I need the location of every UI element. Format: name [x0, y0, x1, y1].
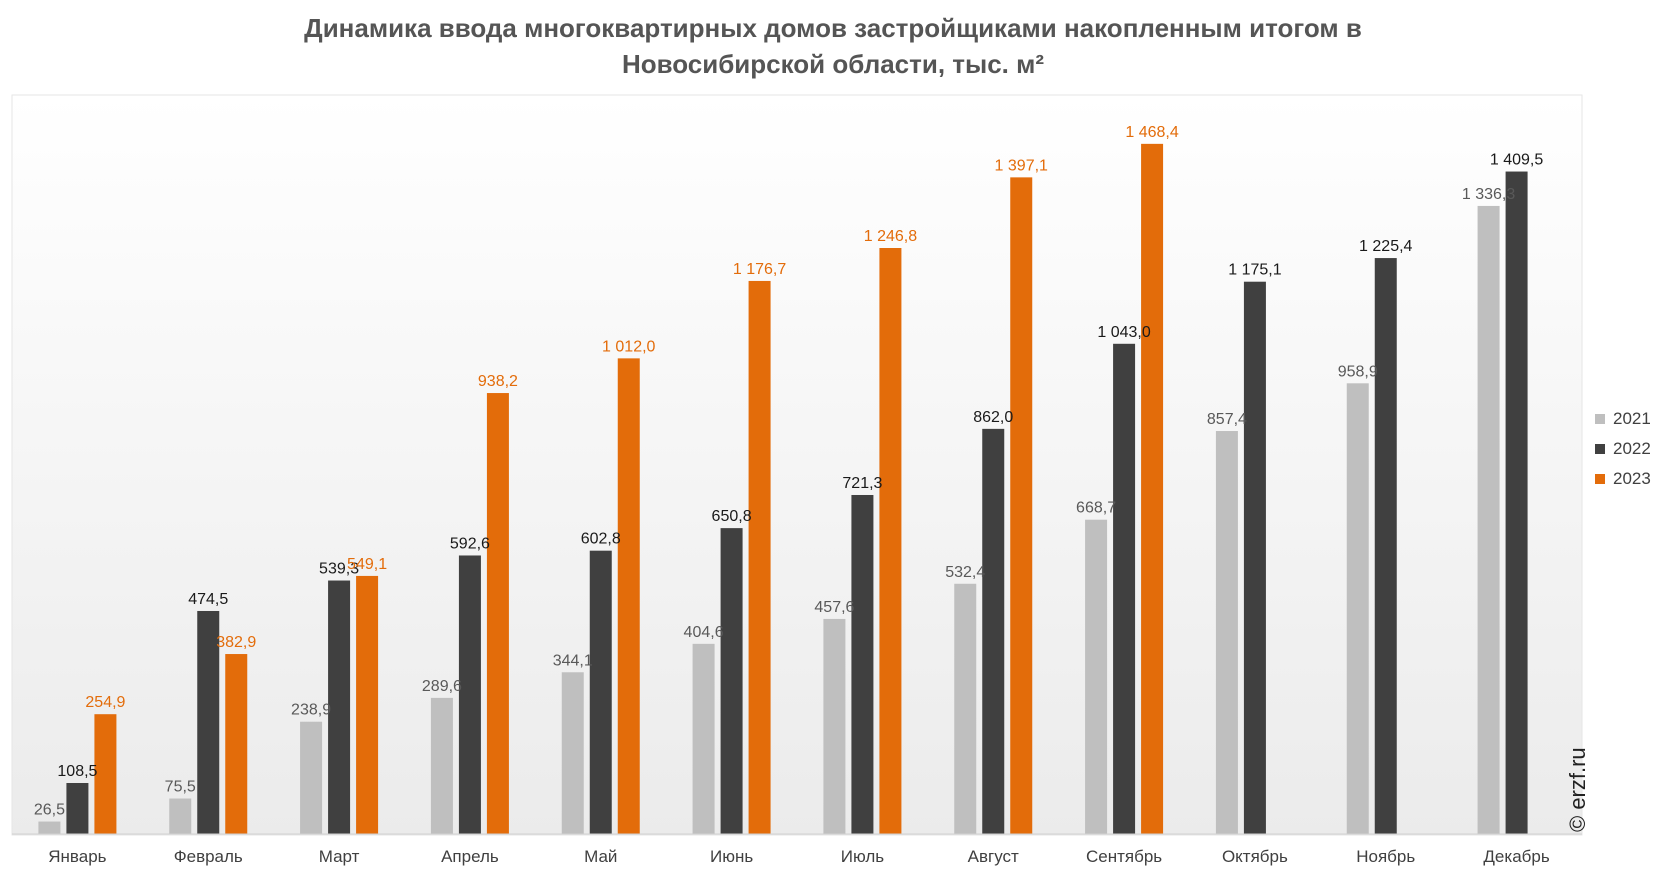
bar-2023-7	[879, 248, 902, 834]
bar-2023-1	[94, 714, 117, 834]
legend-label-2022: 2022	[1613, 439, 1651, 458]
data-label-2021-9: 668,7	[1076, 500, 1116, 517]
bar-2023-8	[1010, 177, 1033, 834]
bar-2021-7	[823, 618, 846, 834]
bar-2021-10	[1215, 431, 1238, 834]
x-tick-label: Ноябрь	[1356, 847, 1415, 866]
data-label-2021-5: 344,1	[553, 652, 593, 669]
data-label-2022-7: 721,3	[842, 475, 882, 492]
chart-title-line-2: Новосибирской области, тыс. м²	[621, 49, 1045, 79]
legend-swatch-2023	[1595, 474, 1605, 484]
data-label-2022-12: 1 409,5	[1490, 152, 1543, 169]
plot-area	[11, 94, 1583, 836]
bar-2021-9	[1085, 519, 1108, 834]
legend: 2021 2022 2023	[1595, 409, 1651, 488]
bar-2022-10	[1243, 281, 1266, 834]
bars-layer	[38, 143, 1528, 835]
chart-title-line-1: Динамика ввода многоквартирных домов зас…	[304, 13, 1362, 43]
bar-2023-2	[225, 654, 248, 834]
x-tick-label: Март	[319, 847, 360, 866]
data-label-2022-8: 862,0	[973, 409, 1013, 426]
data-label-2023-1: 254,9	[85, 694, 125, 711]
bar-2022-6	[720, 528, 743, 834]
bar-2021-11	[1346, 383, 1369, 834]
x-tick-label: Июнь	[710, 847, 753, 866]
data-label-2023-8: 1 397,1	[995, 157, 1048, 174]
chart-title: Динамика ввода многоквартирных домов зас…	[0, 10, 1666, 82]
data-label-2021-6: 404,6	[684, 624, 724, 641]
bar-2021-12	[1477, 205, 1500, 835]
data-label-2023-5: 1 012,0	[602, 338, 655, 355]
data-label-2023-7: 1 246,8	[864, 228, 917, 245]
watermark: © erzf.ru	[1565, 747, 1590, 832]
bar-2022-12	[1505, 171, 1528, 834]
x-tick-label: Январь	[48, 847, 106, 866]
x-tick-label: Июль	[841, 847, 885, 866]
legend-label-2023: 2023	[1613, 469, 1651, 488]
x-tick-label: Апрель	[441, 847, 499, 866]
data-label-2021-1: 26,5	[34, 802, 65, 819]
x-axis: Январь Февраль Март Апрель Май Июнь Июль Август…	[12, 833, 1582, 866]
bar-2022-3	[328, 580, 351, 834]
data-labels-layer: 26,5 108,5 254,9 75,5 474,5 382,9 238,9 539,354…	[34, 124, 1544, 819]
data-label-2022-1: 108,5	[57, 763, 97, 780]
bar-2022-9	[1113, 343, 1136, 834]
bar-2022-8	[982, 428, 1005, 834]
legend-swatch-2021	[1595, 414, 1605, 424]
data-label-2021-12: 1 336,3	[1462, 186, 1515, 203]
bar-2023-6	[748, 280, 771, 834]
data-label-2023-9: 1 468,4	[1125, 124, 1178, 141]
data-label-2022-10: 1 175,1	[1228, 262, 1281, 279]
data-label-2022-6: 650,8	[712, 508, 752, 525]
x-tick-label: Май	[584, 847, 617, 866]
data-label-2021-3: 238,9	[291, 702, 331, 719]
data-label-2022-4: 592,6	[450, 535, 490, 552]
legend-swatch-2022	[1595, 444, 1605, 454]
data-label-2023-3: 549,1	[347, 556, 387, 573]
bar-2021-8	[954, 583, 977, 834]
bar-2022-7	[851, 494, 874, 834]
legend-label-2021: 2021	[1613, 409, 1651, 428]
bar-2023-5	[617, 358, 640, 834]
bar-2022-5	[589, 550, 612, 834]
bar-2022-11	[1374, 258, 1397, 834]
data-label-2023-6: 1 176,7	[733, 261, 786, 278]
bar-2021-5	[561, 672, 584, 834]
bar-2023-4	[486, 393, 509, 834]
bar-2022-4	[458, 555, 481, 834]
data-label-2021-7: 457,6	[814, 599, 854, 616]
data-label-2023-4: 938,2	[478, 373, 518, 390]
data-label-2021-4: 289,6	[422, 678, 462, 695]
bar-2023-3	[356, 575, 379, 834]
bar-2021-6	[692, 643, 715, 834]
bar-2021-4	[430, 697, 453, 834]
x-tick-label: Август	[968, 847, 1019, 866]
data-label-2022-11: 1 225,4	[1359, 238, 1412, 255]
x-tick-label: Октябрь	[1222, 847, 1288, 866]
data-label-2021-10: 857,4	[1207, 411, 1247, 428]
x-tick-label: Декабрь	[1483, 847, 1549, 866]
data-label-2021-2: 75,5	[165, 779, 196, 796]
x-tick-label: Сентябрь	[1086, 847, 1162, 866]
data-label-2022-5: 602,8	[581, 531, 621, 548]
bar-2022-1	[66, 783, 89, 834]
bar-2023-9	[1141, 143, 1164, 835]
data-label-2021-11: 958,9	[1338, 363, 1378, 380]
bar-2022-2	[197, 610, 220, 834]
bar-2021-2	[169, 798, 192, 834]
data-label-2022-2: 474,5	[188, 591, 228, 608]
x-tick-label: Февраль	[174, 847, 243, 866]
bar-2021-1	[38, 821, 61, 834]
data-label-2021-8: 532,4	[945, 564, 985, 581]
bar-2021-3	[300, 721, 323, 834]
data-label-2022-9: 1 043,0	[1097, 324, 1150, 341]
data-label-2022-3: 539,3	[319, 561, 359, 578]
data-label-2023-2: 382,9	[216, 634, 256, 651]
